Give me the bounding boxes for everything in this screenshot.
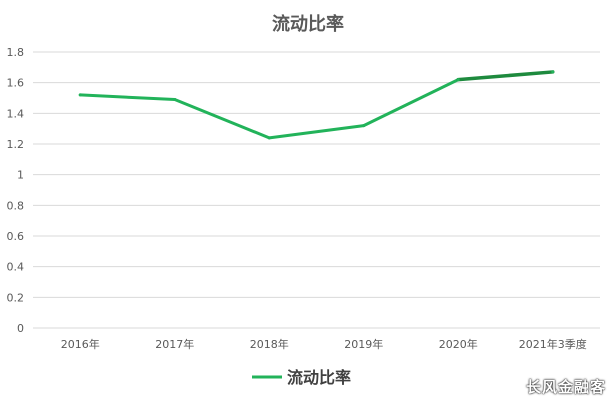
series-line-segment — [362, 78, 460, 128]
series-line-segment — [267, 124, 366, 140]
legend: 流动比率 — [252, 368, 351, 387]
series-lines — [78, 70, 555, 140]
data-point — [456, 78, 460, 82]
y-tick-label: 1.4 — [7, 107, 25, 120]
data-point — [267, 136, 271, 140]
x-tick-label: 2021年3季度 — [519, 337, 587, 351]
x-tick-label: 2020年 — [439, 337, 478, 351]
y-tick-label: 1 — [17, 169, 24, 182]
data-point — [78, 93, 82, 97]
chart-title: 流动比率 — [272, 13, 344, 35]
x-tick-label: 2019年 — [344, 337, 383, 351]
y-tick-label: 1.2 — [7, 138, 25, 151]
y-tick-label: 0 — [17, 322, 24, 335]
y-tick-label: 0.8 — [7, 199, 25, 212]
y-tick-label: 1.6 — [7, 77, 25, 90]
data-point — [362, 124, 366, 128]
legend-label: 流动比率 — [287, 368, 351, 387]
y-tick-label: 1.8 — [7, 46, 25, 59]
gridlines — [33, 51, 600, 329]
x-tick-label: 2016年 — [61, 337, 100, 351]
x-tick-label: 2018年 — [250, 337, 289, 351]
watermark-text: 长风金融客 — [525, 378, 606, 396]
series-line-segment — [456, 70, 555, 82]
y-tick-label: 0.6 — [7, 230, 25, 243]
series-line-segment — [78, 93, 177, 102]
y-tick-label: 0.4 — [7, 261, 25, 274]
data-point — [173, 98, 177, 102]
x-tick-labels: 2016年 2017年 2018年 2019年 2020年 2021年3季度 — [61, 337, 587, 351]
x-tick-label: 2017年 — [155, 337, 194, 351]
y-tick-labels: 0 0.2 0.4 0.6 0.8 1 1.2 1.4 1.6 1.8 — [7, 46, 25, 335]
data-point — [551, 70, 555, 74]
series-line-segment — [173, 98, 271, 140]
y-tick-label: 0.2 — [7, 291, 25, 304]
